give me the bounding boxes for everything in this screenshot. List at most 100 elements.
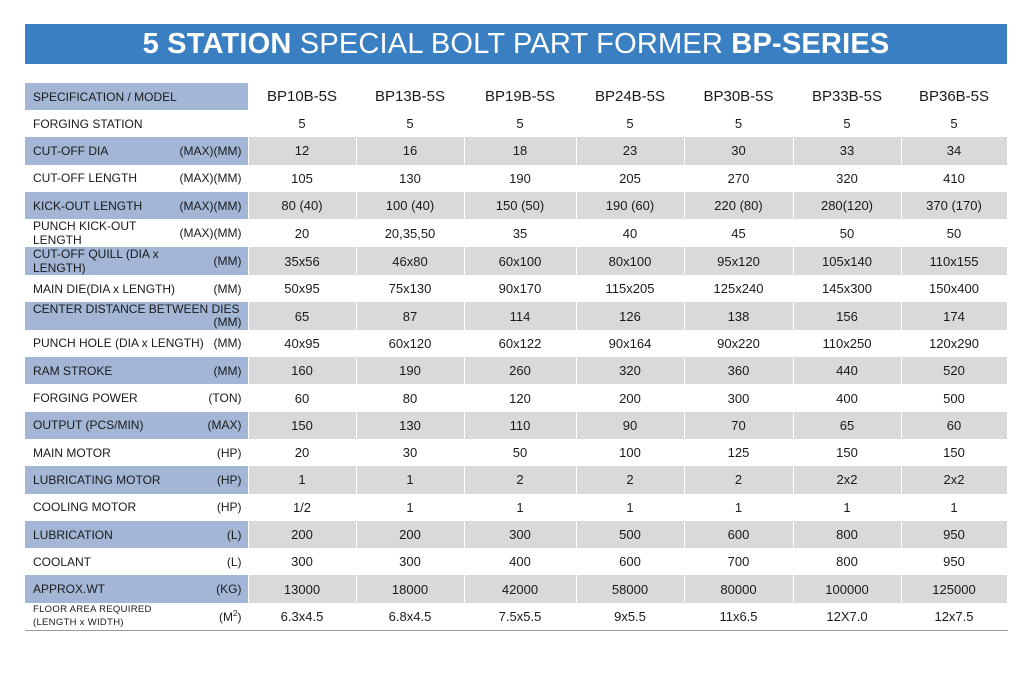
- spec-value: 20,35,50: [356, 219, 465, 248]
- spec-value: 30: [684, 137, 794, 165]
- spec-value: 114: [464, 302, 577, 330]
- spec-label: KICK-OUT LENGTH (MAX)(MM): [33, 199, 242, 213]
- spec-value: 90x170: [464, 275, 577, 303]
- spec-value: 200: [248, 520, 357, 549]
- unit-close: ): [237, 609, 242, 624]
- spec-value: 220 (80): [684, 191, 794, 220]
- spec-value: 105x140: [793, 247, 902, 276]
- spec-value: 1/2: [248, 493, 357, 521]
- spec-value: 60x120: [356, 329, 465, 358]
- spec-row: FORGING STATION 5 5 5 5 5 5 5: [25, 110, 1008, 138]
- spec-label: APPROX.WT (KG): [33, 582, 242, 596]
- spec-value: 150x400: [901, 275, 1008, 303]
- spec-label: CUT-OFF LENGTH (MAX)(MM): [33, 171, 242, 185]
- spec-name: CUT-OFF LENGTH: [33, 171, 137, 186]
- spec-label: PUNCH HOLE (DIA x LENGTH) (MM): [33, 336, 242, 350]
- spec-label-cell: COOLING MOTOR (HP): [25, 493, 249, 521]
- spec-value: 500: [576, 520, 685, 549]
- spec-value: 110x155: [901, 247, 1008, 276]
- spec-value: 1: [576, 493, 685, 521]
- spec-value: 5: [248, 110, 357, 138]
- spec-value: 1: [248, 466, 357, 494]
- spec-label-cell: MAIN MOTOR (HP): [25, 438, 249, 467]
- spec-value: 11x6.5: [684, 602, 794, 632]
- spec-value: 100000: [793, 575, 902, 603]
- spec-label: LUBRICATING MOTOR (HP): [33, 473, 242, 487]
- spec-value: 80000: [684, 575, 794, 603]
- spec-value: 35: [464, 219, 577, 248]
- spec-value: 520: [901, 357, 1008, 385]
- spec-name: LUBRICATION: [33, 527, 113, 542]
- spec-value: 33: [793, 137, 902, 165]
- model-header: BP19B-5S: [464, 83, 577, 110]
- spec-value: 130: [356, 164, 465, 192]
- title-product: SPECIAL BOLT PART FORMER: [291, 28, 732, 60]
- spec-value: 190: [464, 164, 577, 192]
- spec-value: 2x2: [901, 466, 1008, 494]
- spec-value: 6.8x4.5: [356, 602, 465, 632]
- spec-unit: (HP): [216, 445, 242, 460]
- spec-name: KICK-OUT LENGTH: [33, 198, 143, 213]
- spec-value: 105: [248, 164, 357, 192]
- spec-label: MAIN DIE(DIA x LENGTH) (MM): [33, 282, 242, 296]
- spec-label-cell: FORGING STATION: [25, 110, 249, 138]
- spec-value: 100: [576, 438, 685, 467]
- spec-value: 800: [793, 520, 902, 549]
- spec-value: 5: [684, 110, 794, 138]
- spec-value: 80: [356, 384, 465, 412]
- spec-row: COOLING MOTOR (HP) 1/2 1 1 1 1 1 1: [25, 493, 1008, 521]
- spec-value: 440: [793, 357, 902, 385]
- spec-value: 13000: [248, 575, 357, 603]
- spec-value: 120x290: [901, 329, 1008, 358]
- spec-row: LUBRICATION (L) 200 200 300 500 600 800 950: [25, 520, 1008, 549]
- model-header: BP13B-5S: [356, 83, 465, 110]
- model-header: BP30B-5S: [684, 83, 794, 110]
- spec-value: 190: [356, 357, 465, 385]
- spec-label-cell: CUT-OFF QUILL (DIA x LENGTH) (MM): [25, 247, 249, 276]
- spec-value: 80x100: [576, 247, 685, 276]
- spec-label: CUT-OFF QUILL (DIA x LENGTH) (MM): [33, 247, 242, 275]
- spec-value: 120: [464, 384, 577, 412]
- spec-value: 205: [576, 164, 685, 192]
- spec-value: 300: [464, 520, 577, 549]
- spec-row: FORGING POWER (TON) 60 80 120 200 300 400 500: [25, 384, 1008, 412]
- spec-value: 145x300: [793, 275, 902, 303]
- spec-value: 950: [901, 548, 1008, 576]
- spec-value: 410: [901, 164, 1008, 192]
- header-spec-label: SPECIFICATION / MODEL: [25, 83, 249, 110]
- spec-value: 320: [793, 164, 902, 192]
- spec-value: 12x7.5: [901, 602, 1008, 632]
- spec-row: FLOOR AREA REQUIRED (LENGTH x WIDTH) (M2) 6…: [25, 602, 1008, 632]
- spec-value: 150: [248, 411, 357, 439]
- spec-label-cell: FLOOR AREA REQUIRED (LENGTH x WIDTH) (M2): [25, 602, 249, 632]
- spec-value: 5: [464, 110, 577, 138]
- spec-row: LUBRICATING MOTOR (HP) 1 1 2 2 2 2x2 2x2: [25, 466, 1008, 494]
- header-row: SPECIFICATION / MODEL BP10B-5S BP13B-5S BP1…: [25, 83, 1008, 110]
- spec-name: MAIN DIE(DIA x LENGTH): [33, 281, 176, 296]
- spec-row: APPROX.WT (KG) 13000 18000 42000 58000 80000 10…: [25, 575, 1008, 603]
- spec-label-cell: CENTER DISTANCE BETWEEN DIES (MM): [25, 302, 249, 330]
- spec-value: 58000: [576, 575, 685, 603]
- spec-unit: (MAX)(MM): [179, 171, 242, 186]
- spec-table: SPECIFICATION / MODEL BP10B-5S BP13B-5S BP1…: [25, 83, 1008, 632]
- spec-value: 50: [793, 219, 902, 248]
- spec-value: 50x95: [248, 275, 357, 303]
- spec-name: APPROX.WT: [33, 582, 106, 597]
- spec-value: 7.5x5.5: [464, 602, 577, 632]
- spec-value: 1: [901, 493, 1008, 521]
- spec-name: PUNCH HOLE (DIA x LENGTH): [33, 336, 204, 351]
- floor-area-names: FLOOR AREA REQUIRED (LENGTH x WIDTH): [33, 603, 152, 629]
- spec-name: FORGING POWER: [33, 391, 138, 406]
- spec-label-cell: COOLANT (L): [25, 548, 249, 576]
- spec-label-cell: MAIN DIE(DIA x LENGTH) (MM): [25, 275, 249, 303]
- spec-value: 138: [684, 302, 794, 330]
- title-series: BP-SERIES: [731, 28, 890, 60]
- spec-unit: (HP): [216, 472, 242, 487]
- spec-label: RAM STROKE (MM): [33, 364, 242, 378]
- spec-value: 80 (40): [248, 191, 357, 220]
- spec-name: FORGING STATION: [33, 116, 143, 131]
- spec-value: 280(120): [793, 191, 902, 220]
- spec-value: 2: [464, 466, 577, 494]
- spec-name: PUNCH KICK-OUT LENGTH: [33, 219, 137, 248]
- spec-value: 42000: [464, 575, 577, 603]
